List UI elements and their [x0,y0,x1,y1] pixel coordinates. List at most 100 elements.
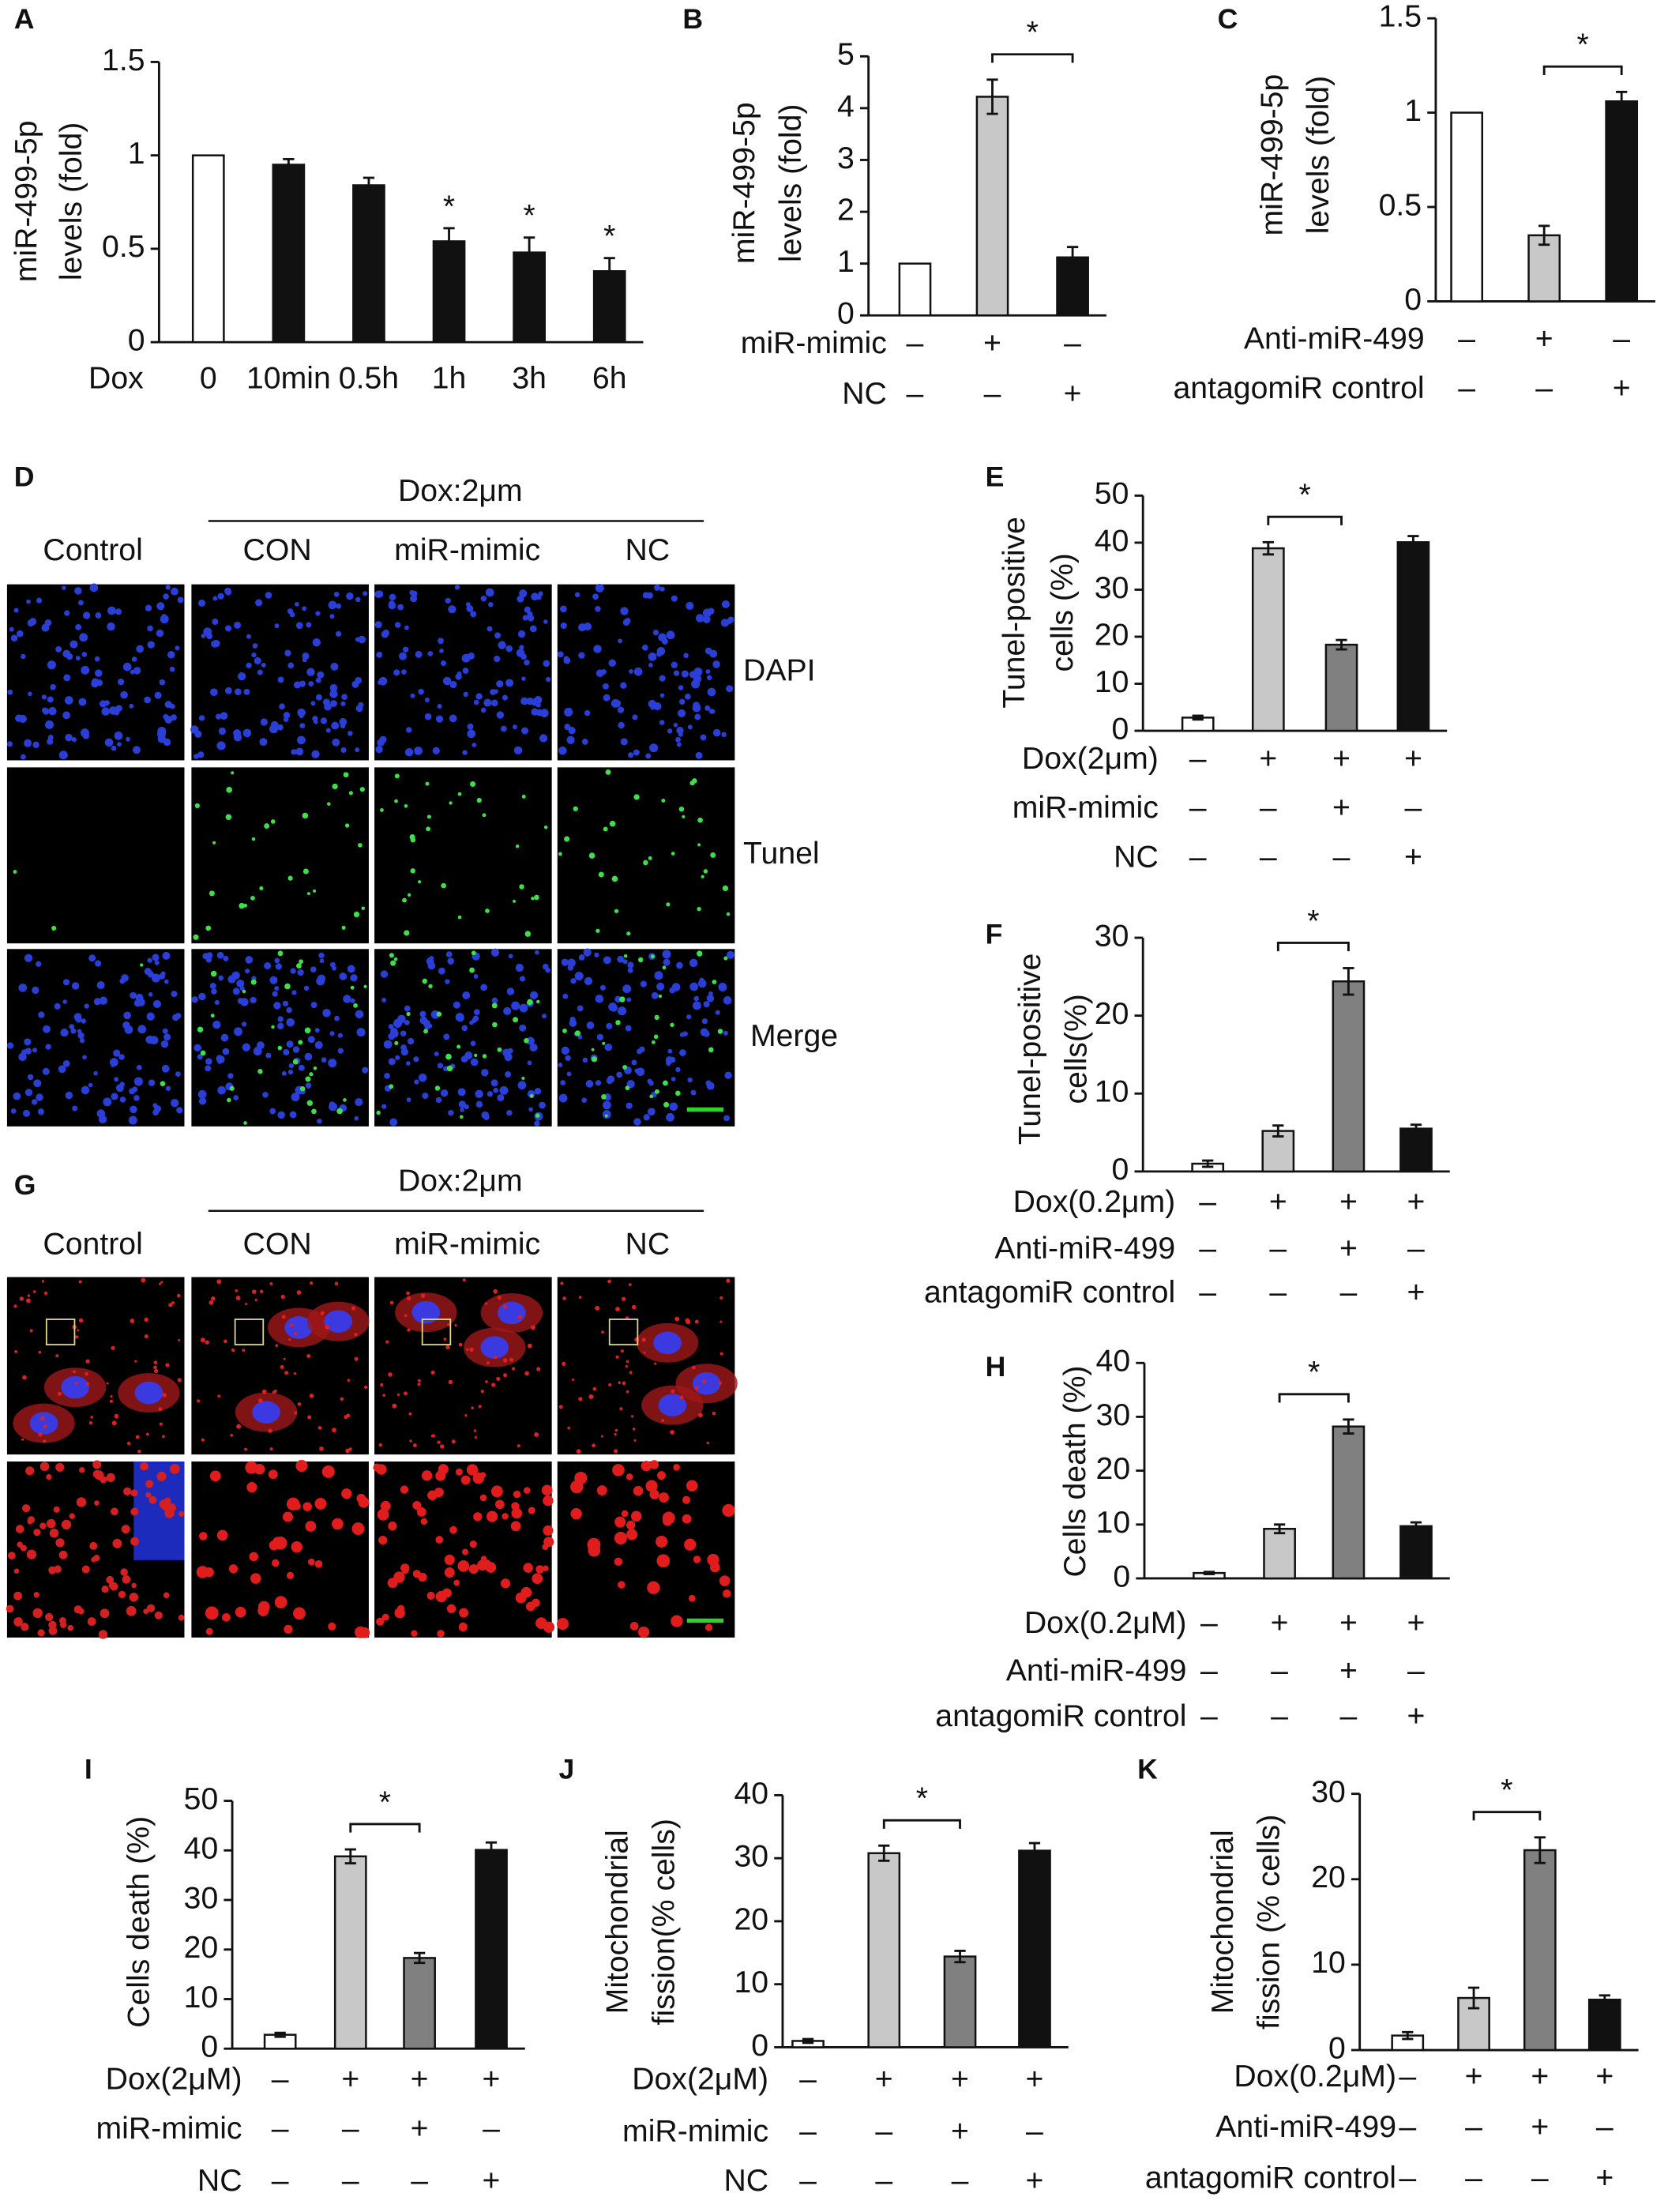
micrograph-dot [528,1107,533,1112]
micrograph-dot [111,1420,117,1426]
micrograph-dot [9,626,14,632]
micrograph-dot [161,1064,170,1073]
micrograph-dot [269,1447,273,1451]
row-cell: – [1340,1699,1358,1733]
micrograph-dot [225,625,232,632]
micrograph-dot [486,626,493,632]
micrograph-dot [340,701,346,706]
row-cell: + [1531,2060,1549,2094]
micrograph-dot [721,732,727,738]
micrograph-dot [54,1003,61,1010]
micrograph-dot [443,1033,450,1040]
micrograph-dot [122,1021,130,1029]
micrograph-dot [259,1289,264,1293]
micrograph-dot [658,633,667,642]
micrograph-dot [567,958,576,968]
micrograph-dot [269,724,279,734]
micrograph-dot [55,1462,65,1473]
micrograph-dot [121,974,129,982]
micrograph-dot [201,1438,205,1442]
micrograph-dot [58,1065,66,1074]
micrograph-dot [626,1390,629,1394]
micrograph-dot [512,724,517,730]
micrograph-dot [435,1536,444,1544]
micrograph-dot [697,979,707,988]
micrograph-dot [276,724,284,731]
micrograph-dot [420,1518,428,1525]
micrograph-dot [601,668,607,675]
micrograph-dot [645,753,652,759]
row-cell: – [1260,841,1277,875]
column-label: miR-mimic [394,1228,540,1262]
micrograph-dot [614,1557,623,1567]
micrograph-dot [406,1097,411,1103]
micrograph-dot [443,1337,447,1341]
row-cell: – [1200,1699,1218,1733]
micrograph-dot [472,1472,485,1484]
micrograph-dot [399,652,408,660]
micrograph-dot [479,1494,487,1502]
micrograph-dot [161,614,167,619]
micrograph-dot [277,1016,284,1022]
micrograph-dot [147,641,155,649]
micrograph-dot [557,651,564,658]
micrograph-dot [310,1281,314,1285]
micrograph-dot [159,679,166,686]
micrograph-dot [332,738,340,747]
micrograph-dot [33,1591,40,1598]
micrograph-dot [562,1029,567,1033]
micrograph-dot [82,1055,87,1060]
row-cell: + [1407,1275,1426,1309]
micrograph-dot [410,868,415,874]
micrograph-dot [584,709,591,717]
micrograph-dot [497,1094,505,1102]
row-label: Merge [750,1019,838,1053]
micrograph-dot [282,1511,294,1522]
micrograph-dot [294,1411,298,1415]
micrograph-dot [689,958,698,968]
micrograph-dot [251,652,257,658]
micrograph-dot [475,1089,483,1099]
micrograph-dot [145,1492,152,1498]
micrograph-dot [407,893,411,897]
micrograph-dot [237,672,246,681]
micrograph-dot [473,1009,480,1016]
micrograph-dot [33,1529,41,1537]
micrograph-dot [295,622,303,630]
micrograph-dot [306,1100,314,1106]
micrograph-dot [46,1473,52,1480]
row-cell: 3h [512,362,547,396]
micrograph-dot [671,852,675,856]
micrograph-dot [671,1077,676,1082]
cell-nucleus [653,1331,682,1355]
micrograph [374,767,552,944]
micrograph-dot [614,995,622,1003]
micrograph-dot [156,629,164,638]
micrograph-dot [534,1087,542,1095]
row-cell: + [1339,1654,1358,1688]
micrograph-dot [712,728,721,737]
micrograph-dot [307,1036,315,1044]
micrograph-dot [650,705,656,710]
micrograph-dot [621,1510,629,1518]
micrograph-dot [32,986,39,995]
micrograph-dot [628,1283,632,1286]
micrograph-dot [418,1572,427,1582]
micrograph [556,1460,735,1638]
micrograph-dot [659,1492,669,1503]
micrograph-dot [50,684,56,690]
micrograph-dot [614,908,619,913]
micrograph-dot [212,841,216,845]
micrograph-dot [424,697,430,702]
micrograph-dot [130,991,137,999]
micrograph-dot [418,688,424,695]
micrograph-dot [641,1337,646,1342]
micrograph-dot [328,1622,336,1631]
micrograph-dot [358,702,364,708]
bar [475,1849,508,2050]
micrograph-dot [422,1092,429,1100]
micrograph-dot [485,1562,497,1573]
micrograph-dot [671,1615,683,1627]
micrograph-dot [529,991,539,999]
micrograph-dot [692,703,701,713]
